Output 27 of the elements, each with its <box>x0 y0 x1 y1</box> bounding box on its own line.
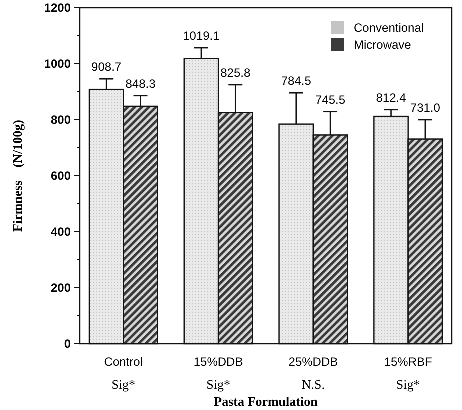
x-tick-label: 25%DDB <box>288 355 338 369</box>
text: 745.5 <box>316 92 346 107</box>
text: Sig* <box>396 377 420 392</box>
text: N.S. <box>302 377 326 392</box>
x-tick-label: Control <box>104 355 143 369</box>
text: Sig* <box>112 377 136 392</box>
text: 848.3 <box>126 76 156 91</box>
y-tick-label: 1200 <box>44 1 72 16</box>
y-tick-label: 800 <box>50 113 72 128</box>
x-axis-title: Pasta Formulation <box>214 394 319 409</box>
text: Sig* <box>206 377 230 392</box>
y-tick-label: 600 <box>50 169 72 184</box>
y-axis-title: Firmness (N/100g) <box>10 120 25 232</box>
text: 784.5 <box>281 74 312 88</box>
x-tick-label: 15%DDB <box>194 355 244 369</box>
y-tick-label: 1000 <box>44 57 72 72</box>
text: 1019.1 <box>183 29 220 44</box>
text: 825.8 <box>220 66 251 80</box>
text: 908.7 <box>92 60 122 74</box>
y-tick-label: 400 <box>50 225 72 240</box>
text: 812.4 <box>376 90 406 105</box>
y-tick-label: 200 <box>50 281 72 296</box>
legend-label: Microwave <box>354 38 412 52</box>
x-tick-label: 15%RBF <box>384 355 432 369</box>
text: 731.0 <box>410 101 440 115</box>
y-tick-label: 0 <box>64 337 72 352</box>
legend-label: Conventional <box>354 21 424 36</box>
